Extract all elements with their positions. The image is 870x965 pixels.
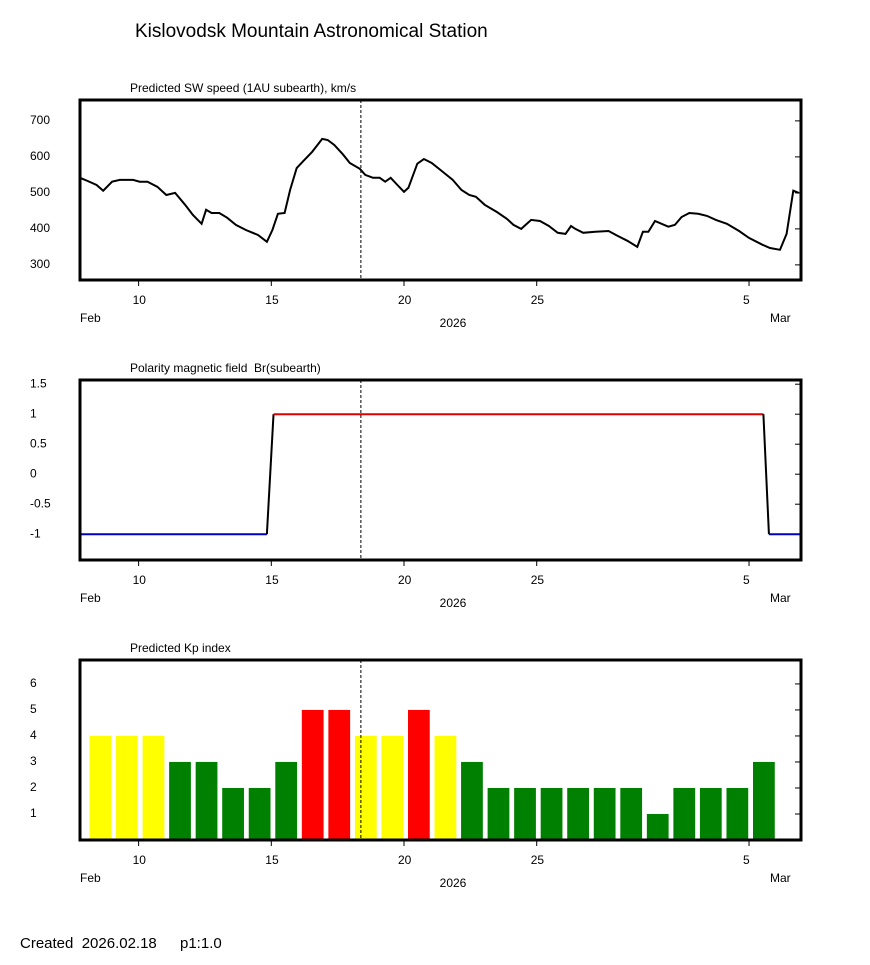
- x-start-label: Feb: [80, 311, 101, 325]
- kp-bar: [142, 735, 165, 840]
- kp-bar: [487, 787, 510, 840]
- created-note: Created 2026.02.18: [20, 935, 157, 952]
- kp-bar: [169, 761, 191, 840]
- y-tick-label: 300: [30, 257, 50, 271]
- x-tick-label: 20: [398, 573, 412, 587]
- y-tick-label: 400: [30, 221, 50, 235]
- speed-line: [79, 137, 800, 251]
- chart-title: Polarity magnetic field Br(subearth): [130, 361, 321, 375]
- chart-title: Predicted Kp index: [130, 641, 231, 655]
- kp-bar: [540, 787, 563, 840]
- x-tick-label: 15: [265, 573, 279, 587]
- kp-bar: [567, 787, 589, 840]
- kp-bar: [514, 787, 536, 840]
- kp-bar: [593, 787, 616, 840]
- x-tick-label: 25: [531, 293, 545, 307]
- x-tick-label: 5: [743, 293, 750, 307]
- y-tick-label: 500: [30, 185, 50, 199]
- kp-bar: [89, 735, 112, 840]
- y-tick-label: 6: [30, 676, 37, 690]
- y-tick-label: 4: [30, 728, 37, 742]
- y-tick-label: 0: [30, 466, 37, 480]
- kp-bar: [248, 787, 271, 840]
- kp-bar: [461, 761, 483, 840]
- x-end-label: Mar: [770, 311, 791, 325]
- x-tick-label: 20: [398, 293, 412, 307]
- x-tick-label: 20: [398, 853, 412, 867]
- x-tick-label: 5: [743, 573, 750, 587]
- y-tick-label: 0.5: [30, 436, 47, 450]
- y-tick-label: 1: [30, 806, 37, 820]
- x-tick-label: 10: [133, 293, 147, 307]
- y-tick-label: -1: [30, 526, 41, 540]
- y-tick-label: 3: [30, 754, 37, 768]
- kp-bar: [699, 787, 722, 840]
- y-tick-label: 5: [30, 702, 37, 716]
- y-tick-label: 1.5: [30, 376, 47, 390]
- kp-bar: [354, 735, 377, 840]
- x-end-label: Mar: [770, 871, 791, 885]
- x-axis-label: 2026: [440, 316, 467, 330]
- y-tick-label: 2: [30, 780, 37, 794]
- plot-frame: [78, 378, 803, 562]
- kp-bar: [195, 761, 218, 840]
- x-axis-label: 2026: [440, 596, 467, 610]
- kp-bar: [116, 735, 138, 840]
- x-tick-label: 15: [265, 293, 279, 307]
- page-title: Kislovodsk Mountain Astronomical Station: [135, 21, 488, 42]
- plot-frame: [78, 658, 803, 842]
- kp-bar: [301, 709, 324, 840]
- kp-bar: [620, 787, 643, 840]
- kp-bar: [646, 813, 669, 840]
- y-tick-label: 1: [30, 406, 37, 420]
- x-tick-label: 25: [531, 573, 545, 587]
- kp-bar: [434, 735, 457, 840]
- x-tick-label: 15: [265, 853, 279, 867]
- x-tick-label: 10: [133, 853, 147, 867]
- kp-bar: [673, 787, 696, 840]
- x-start-label: Feb: [80, 871, 101, 885]
- kp-bar: [726, 787, 749, 840]
- kp-bar: [381, 735, 404, 840]
- version-note: p1:1.0: [180, 935, 222, 952]
- kp-bar: [222, 787, 244, 840]
- x-tick-label: 10: [133, 573, 147, 587]
- polarity-segment: [762, 414, 770, 535]
- chart-title: Predicted SW speed (1AU subearth), km/s: [130, 81, 356, 95]
- y-tick-label: -0.5: [30, 496, 51, 510]
- kp-bar: [328, 709, 351, 840]
- kp-bar: [407, 709, 430, 840]
- x-start-label: Feb: [80, 591, 101, 605]
- x-end-label: Mar: [770, 591, 791, 605]
- kp-bar: [753, 761, 775, 840]
- x-axis-label: 2026: [440, 876, 467, 890]
- y-tick-label: 600: [30, 149, 50, 163]
- kp-bar: [275, 761, 298, 840]
- x-tick-label: 5: [743, 853, 750, 867]
- polarity-segment: [265, 414, 275, 535]
- y-tick-label: 700: [30, 113, 50, 127]
- plot-frame: [78, 98, 803, 282]
- x-tick-label: 25: [531, 853, 545, 867]
